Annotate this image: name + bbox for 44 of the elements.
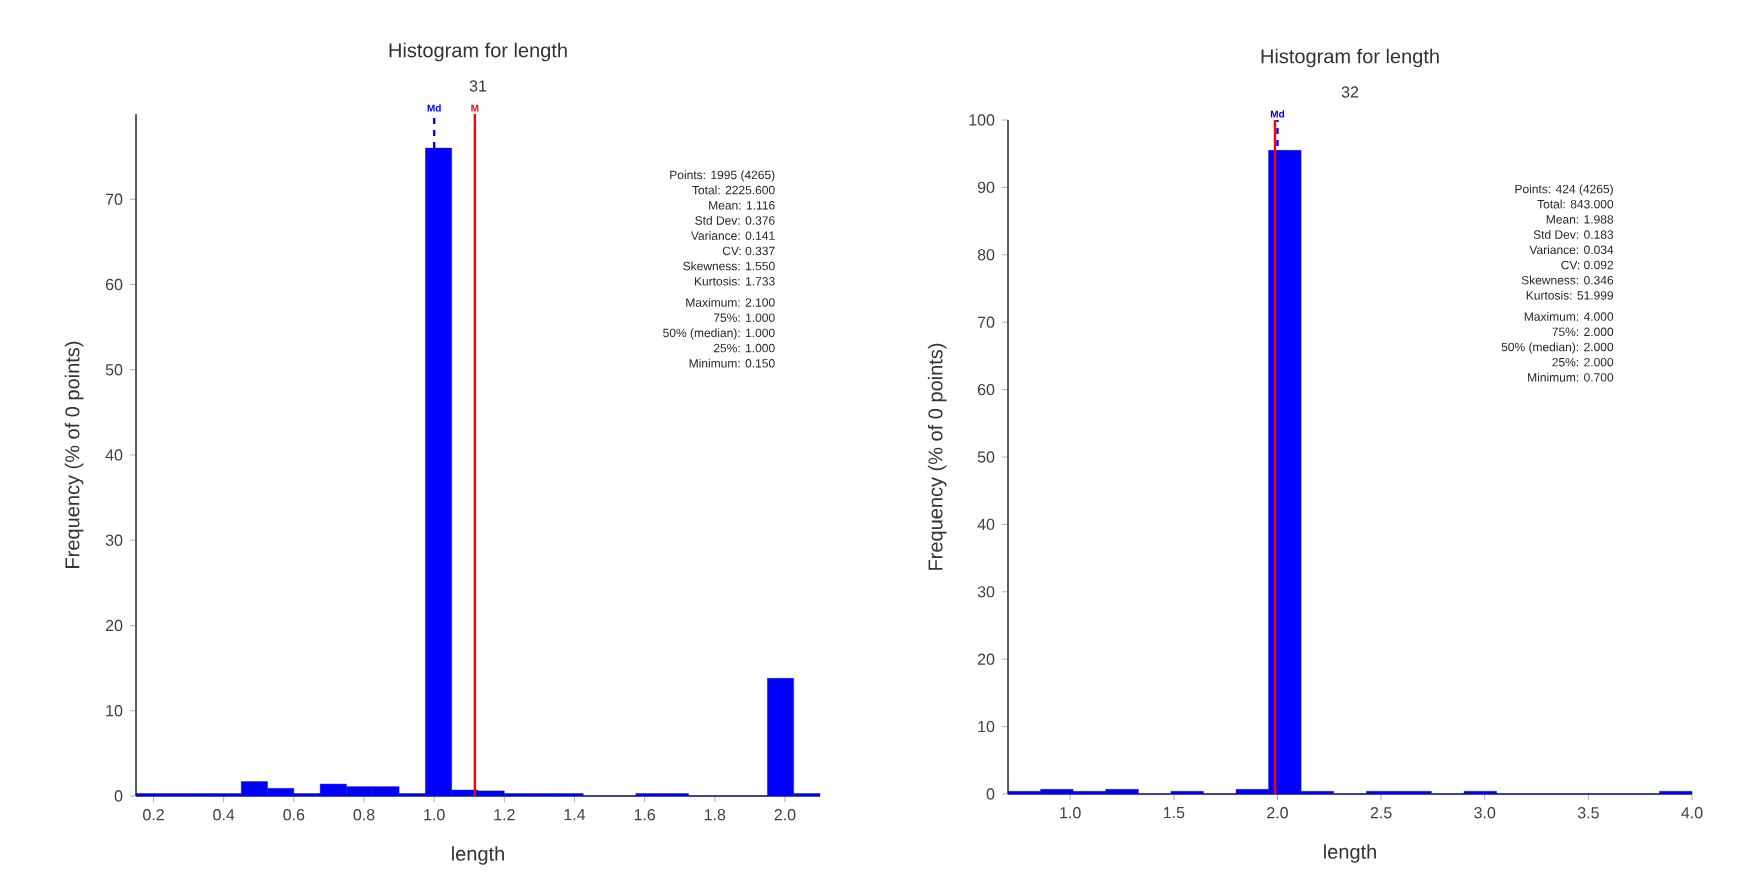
y-tick-label: 70: [105, 193, 123, 205]
x-tick-label: 1.0: [424, 809, 445, 821]
x-tick-label: 1.6: [634, 809, 656, 821]
x-tick-label: 2.5: [1370, 807, 1392, 819]
x-tick-label: 2.0: [1267, 807, 1288, 819]
chart-subtitle: 31: [469, 80, 487, 92]
y-axis-title: Frequency (% of 0 points): [64, 341, 84, 568]
y-tick-label: 10: [106, 705, 123, 717]
y-tick-label: 70: [977, 316, 995, 328]
y-tick-label: 30: [977, 586, 995, 598]
chart-title: Histogram for length: [1261, 48, 1439, 68]
x-tick-label: 1.2: [494, 809, 515, 821]
x-tick-label: 4.0: [1681, 807, 1703, 819]
y-tick-label: 60: [977, 383, 995, 396]
x-tick-label: 1.8: [704, 809, 726, 821]
x-tick-label: 2.0: [774, 809, 796, 821]
y-tick-label: 100: [969, 114, 995, 126]
x-tick-label: 1.4: [564, 809, 586, 821]
x-tick-label: 0.8: [353, 809, 375, 821]
x-tick-label: 0.4: [213, 809, 235, 821]
y-tick-label: 50: [977, 451, 995, 463]
x-tick-label: 0.6: [283, 809, 305, 821]
x-tick-label: 3.5: [1577, 807, 1599, 819]
x-axis-title: length: [452, 846, 504, 865]
y-axis-title: Frequency (% of 0 points): [927, 343, 947, 570]
y-tick-label: 60: [105, 278, 123, 291]
y-tick-label: 30: [105, 534, 123, 546]
y-tick-label: 0: [114, 790, 123, 802]
y-tick-label: 40: [977, 518, 995, 531]
y-tick-label: 40: [105, 449, 123, 461]
y-tick-label: 90: [977, 181, 995, 194]
x-tick-label: 1.5: [1163, 807, 1185, 819]
chart-title: Histogram for length: [389, 42, 567, 62]
x-axis-title: length: [1324, 844, 1376, 863]
y-tick-label: 10: [978, 720, 995, 733]
y-tick-label: 80: [977, 249, 995, 261]
y-tick-label: 20: [977, 653, 995, 665]
x-tick-label: 1.0: [1060, 807, 1081, 819]
chart-subtitle: 32: [1341, 86, 1359, 98]
y-tick-label: 50: [105, 364, 123, 376]
y-tick-label: 0: [986, 788, 995, 800]
x-tick-label: 3.0: [1474, 807, 1496, 819]
x-tick-label: 0.2: [143, 809, 164, 821]
y-tick-label: 20: [105, 619, 123, 632]
